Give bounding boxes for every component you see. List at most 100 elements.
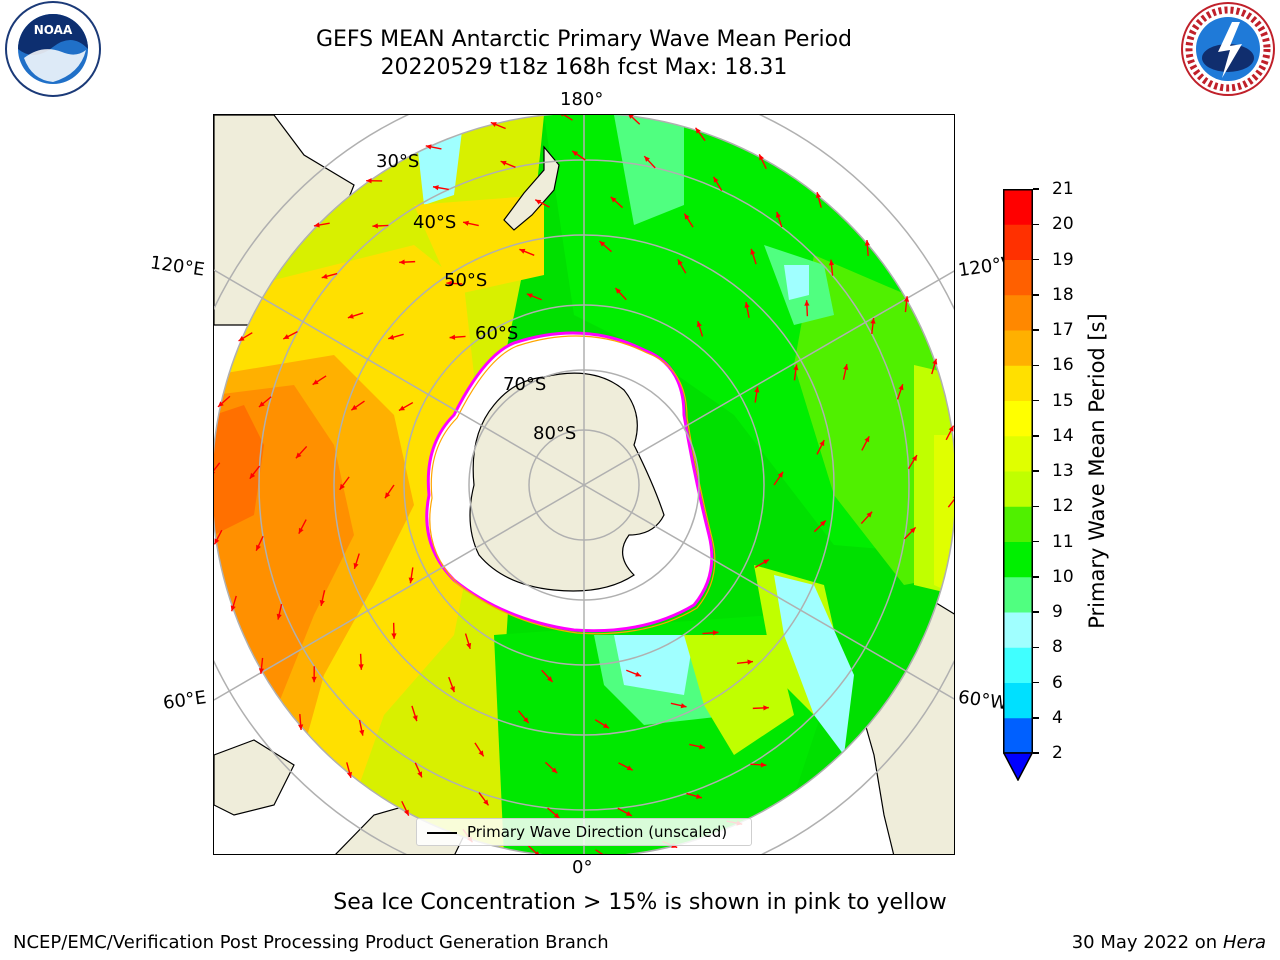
wave-arrow-head <box>276 613 282 620</box>
wave-arrow-head <box>628 115 634 119</box>
colorbar-band <box>1003 506 1033 542</box>
footer-date: 30 May 2022 on Hera <box>1072 932 1266 953</box>
map-canvas <box>214 115 954 854</box>
wave-arrow-head <box>610 196 617 203</box>
wave-arrow-head <box>866 511 873 518</box>
wave-arrow-head <box>312 379 319 385</box>
colorbar-tick-label: 21 <box>1052 179 1074 199</box>
wave-arrow-head <box>777 471 784 478</box>
wave-arrow-head <box>763 559 770 565</box>
wave-arrow-head <box>747 659 753 665</box>
colorbar-tick <box>1033 223 1039 225</box>
wave-arrow-head <box>535 851 539 854</box>
wave-arrow-head <box>384 492 391 499</box>
lat-label-70s: 70°S <box>503 374 547 395</box>
wave-arrow-shaft <box>214 462 221 472</box>
lon-label-0: 0° <box>572 857 593 878</box>
wave-arrow-head <box>754 386 760 393</box>
wave-arrow-head <box>519 248 526 254</box>
wave-arrow-head <box>449 686 455 693</box>
wave-arrow-head <box>256 544 261 551</box>
antarctica-land <box>469 372 665 592</box>
wave-arrow-head <box>358 664 364 670</box>
colorbar-tick-label: 6 <box>1052 672 1063 693</box>
colorbar-band <box>1003 682 1033 719</box>
colorbar-tick-label: 9 <box>1052 602 1063 622</box>
wave-arrow-head <box>804 300 810 306</box>
wave-arrow-head <box>605 853 607 854</box>
wave-arrow-head <box>547 676 553 682</box>
colorbar-tick <box>1033 752 1039 754</box>
colorbar-tick-label: 11 <box>1052 531 1074 552</box>
map-legend: Primary Wave Direction (unscaled) <box>416 818 752 846</box>
wave-arrow-head <box>346 771 353 778</box>
wave-arrow-head <box>311 676 317 683</box>
colorbar-tick <box>1033 329 1039 331</box>
wave-arrow-head <box>626 765 633 771</box>
wave-arrow-head <box>759 154 765 161</box>
colorbar-tick-label: 16 <box>1052 355 1074 376</box>
colorbar-tick <box>1033 717 1039 719</box>
wave-arrow-head <box>321 273 328 279</box>
wave-arrow-head <box>572 150 579 157</box>
wave-arrow-head <box>372 223 378 229</box>
polar-map <box>213 114 955 855</box>
lat-label-50s: 50°S <box>444 270 488 291</box>
wave-arrow-head <box>750 248 756 255</box>
wave-arrow-head <box>744 302 750 308</box>
wave-arrow-head <box>903 296 910 302</box>
wave-arrow-head <box>713 176 719 183</box>
wave-arrow-head <box>843 364 849 370</box>
colorbar-band <box>1003 259 1033 296</box>
wave-arrow-head <box>238 335 245 341</box>
wave-arrow-head <box>258 401 265 408</box>
wave-arrow-head <box>526 293 533 299</box>
wave-arrow-head <box>952 496 954 499</box>
wave-arrow-head <box>490 122 497 127</box>
wave-arrow-head <box>446 280 452 286</box>
lat-label-80s: 80°S <box>533 423 577 444</box>
wave-arrow-head <box>351 404 358 411</box>
wave-arrow-head <box>366 178 372 184</box>
colorbar-band <box>1003 365 1033 401</box>
wave-arrow-head <box>635 671 642 677</box>
colorbar-tick-label: 20 <box>1052 214 1074 235</box>
wave-arrow-head <box>644 156 650 162</box>
wave-arrow-head <box>870 318 876 324</box>
wave-arrow-head <box>214 471 216 474</box>
colorbar-tick-label: 17 <box>1052 320 1074 340</box>
colorbar <box>1003 189 1033 781</box>
island-land <box>214 739 295 816</box>
colorbar-tick-label: 4 <box>1052 707 1063 728</box>
lat-label-60s: 60°S <box>475 323 519 344</box>
wave-arrow-head <box>217 401 224 407</box>
wave-arrow-head <box>388 334 395 340</box>
wave-arrow-head <box>391 633 397 639</box>
colorbar-tick <box>1033 294 1039 296</box>
wave-arrow-head <box>712 630 719 636</box>
colorbar-tick-label: 15 <box>1052 390 1074 411</box>
colorbar-band <box>1003 294 1033 331</box>
wave-arrow-head <box>258 668 265 674</box>
lon-label-60w: 60°W <box>956 686 1009 715</box>
colorbar-tick <box>1033 505 1039 507</box>
wave-arrow-head <box>695 793 702 799</box>
wave-arrow-head <box>551 767 558 774</box>
lon-label-60e: 60°E <box>161 687 208 714</box>
wave-arrow-shaft <box>947 498 954 508</box>
colorbar-tick <box>1033 470 1039 472</box>
colorbar-tick <box>1033 681 1039 684</box>
wave-arrow-head <box>449 334 456 340</box>
wave-arrow-head <box>625 810 632 816</box>
colorbar-band <box>1003 224 1033 260</box>
colorbar-tick-label: 12 <box>1052 496 1074 517</box>
colorbar-tick-label: 18 <box>1052 284 1074 305</box>
wave-arrow-head <box>398 405 405 411</box>
wave-arrow-head <box>828 259 835 266</box>
colorbar-tick-label: 2 <box>1052 743 1063 763</box>
wave-arrow-head <box>677 259 683 266</box>
colorbar-band <box>1003 330 1033 366</box>
lon-label-120e: 120°E <box>148 252 206 281</box>
lat-label-40s: 40°S <box>413 212 457 233</box>
colorbar-band <box>1003 576 1033 613</box>
